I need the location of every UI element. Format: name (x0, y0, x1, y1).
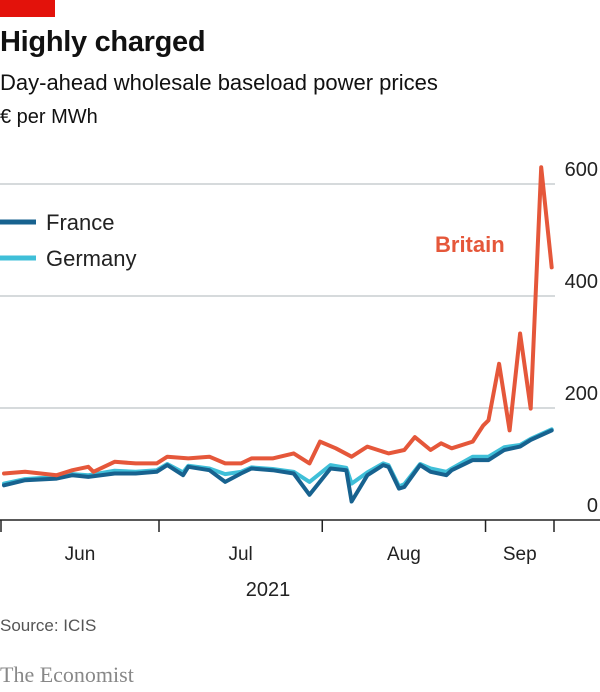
x-tick-label: Jul (228, 544, 252, 565)
legend-label-france: France (46, 210, 114, 235)
y-tick-label: 600 (565, 159, 598, 181)
legend-label-germany: Germany (46, 246, 136, 271)
y-tick-label: 400 (565, 271, 598, 293)
series-label-britain: Britain (435, 232, 505, 257)
chart-title: Highly charged (0, 26, 206, 58)
brand-red-bar (0, 0, 55, 17)
x-tick-label: Aug (387, 544, 421, 565)
economist-logo: The Economist (0, 662, 134, 687)
chart-subtitle: Day-ahead wholesale baseload power price… (0, 70, 438, 95)
x-axis-label: 2021 (246, 579, 291, 601)
x-tick-label: Jun (65, 544, 96, 565)
y-tick-label: 0 (587, 495, 598, 517)
source-note: Source: ICIS (0, 616, 97, 635)
y-axis-unit: € per MWh (0, 106, 98, 128)
x-tick-label: Sep (503, 544, 537, 565)
series-line-france (2, 428, 554, 504)
series-line-britain (2, 165, 554, 478)
y-tick-label: 200 (565, 383, 598, 405)
